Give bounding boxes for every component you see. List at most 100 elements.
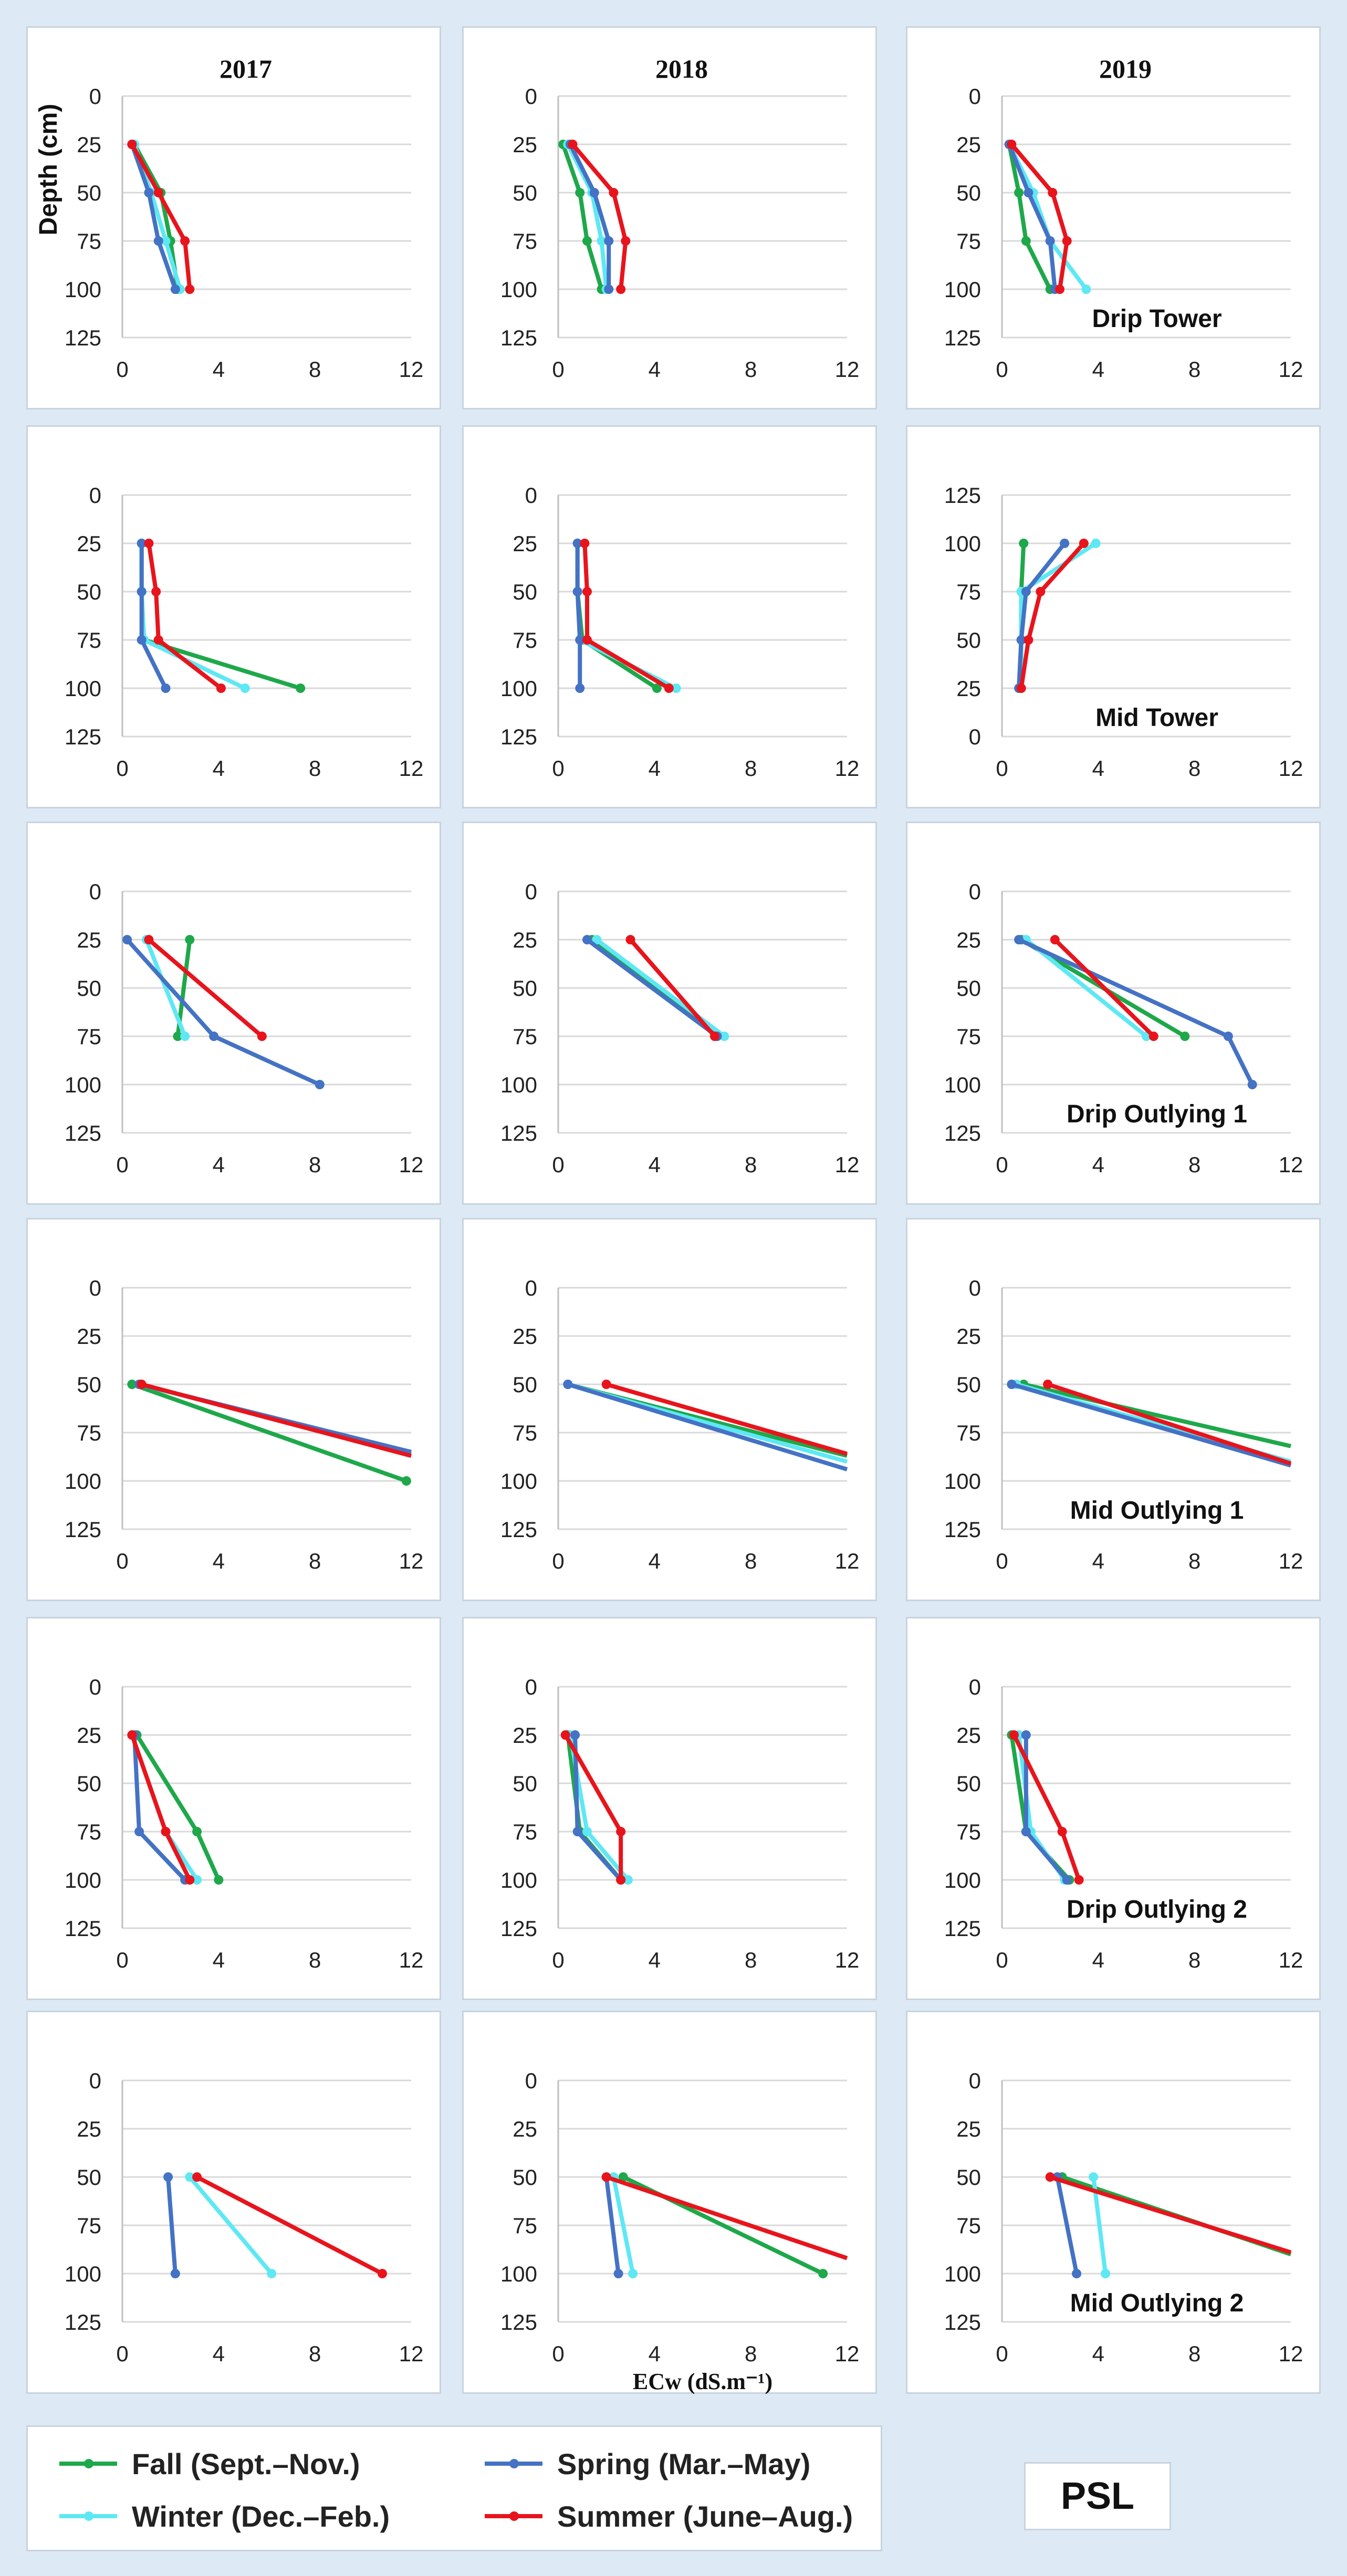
x-tick-label: 4 bbox=[1092, 1948, 1104, 1972]
site-label: PSL bbox=[1024, 2462, 1171, 2530]
data-point-spring bbox=[572, 1827, 582, 1836]
y-tick-label: 0 bbox=[525, 1675, 537, 1699]
y-tick-label: 100 bbox=[65, 1073, 101, 1097]
y-tick-label: 75 bbox=[513, 2213, 537, 2238]
chart-panel: 0 25 50 75 100 125 0 4 8 12 bbox=[462, 425, 877, 808]
chart-panel: 0 25 50 75 100 125 0 4 8 12 Drip Outlying 1 bbox=[906, 822, 1321, 1205]
legend-label-summer: Summer (June–Aug.) bbox=[557, 2499, 853, 2533]
chart-svg: 0 25 50 75 100 125 0 4 8 12 Mid Outlying 2 bbox=[944, 2068, 1303, 2366]
y-tick-label: 75 bbox=[956, 1820, 981, 1844]
chart-svg: 0 25 50 75 100 125 0 4 8 12 Drip Outlying 1 bbox=[944, 879, 1303, 1177]
series-line-summer bbox=[605, 2175, 848, 2260]
data-point-summer bbox=[1036, 587, 1046, 596]
y-axis-label: Depth (cm) bbox=[35, 104, 62, 236]
y-tick-label: 0 bbox=[89, 1276, 101, 1300]
data-point-spring bbox=[604, 236, 614, 246]
y-tick-label: 75 bbox=[956, 1024, 981, 1049]
data-point-summer bbox=[580, 539, 590, 548]
y-tick-label: 125 bbox=[65, 1916, 101, 1941]
data-point-spring bbox=[122, 935, 132, 944]
x-tick-label: 0 bbox=[116, 2341, 128, 2366]
data-point-spring bbox=[1072, 2269, 1082, 2278]
y-tick-label: 50 bbox=[77, 1771, 101, 1796]
y-tick-label: 25 bbox=[956, 1324, 981, 1349]
x-tick-label: 12 bbox=[835, 1948, 860, 1972]
data-point-summer bbox=[1148, 1032, 1158, 1041]
y-tick-label: 25 bbox=[77, 531, 101, 556]
y-tick-label: 25 bbox=[77, 928, 101, 952]
chart-svg: 0 25 50 75 100 125 0 4 8 12 bbox=[500, 1276, 860, 1573]
series-line-summer bbox=[130, 143, 192, 290]
data-point-spring bbox=[1007, 1380, 1017, 1389]
x-tick-label: 8 bbox=[745, 756, 757, 781]
y-tick-label: 75 bbox=[956, 1421, 981, 1445]
y-tick-label: 75 bbox=[77, 1024, 101, 1049]
y-tick-label: 125 bbox=[65, 325, 101, 350]
data-point-winter bbox=[161, 236, 171, 246]
series-line-fall bbox=[1023, 1382, 1291, 1448]
x-tick-label: 8 bbox=[1188, 2341, 1200, 2366]
legend-item-summer: Summer (June–Aug.) bbox=[485, 2499, 853, 2533]
series-line-spring bbox=[1007, 143, 1057, 290]
y-tick-label: 75 bbox=[77, 229, 101, 254]
y-tick-label: 75 bbox=[513, 628, 537, 653]
y-tick-label: 50 bbox=[956, 2165, 981, 2190]
x-tick-label: 4 bbox=[649, 1948, 661, 1972]
series-line-summer bbox=[1019, 542, 1085, 689]
series-line-summer bbox=[1049, 2175, 1292, 2255]
x-tick-label: 12 bbox=[835, 357, 860, 382]
x-tick-label: 12 bbox=[1279, 756, 1303, 781]
y-tick-label: 125 bbox=[500, 724, 537, 749]
series-line-winter bbox=[611, 2177, 635, 2274]
series-line-spring bbox=[1024, 1735, 1069, 1881]
y-tick-label: 125 bbox=[500, 1121, 537, 1145]
legend-label-spring: Spring (Mar.–May) bbox=[557, 2447, 811, 2480]
data-point-summer bbox=[625, 935, 635, 944]
data-point-fall bbox=[214, 1875, 224, 1885]
chart-svg: 0 25 50 75 100 125 0 4 8 12 bbox=[65, 2068, 423, 2366]
series-line-winter bbox=[132, 143, 182, 290]
data-point-spring bbox=[1060, 539, 1070, 548]
legend-swatch-spring bbox=[485, 2459, 542, 2468]
data-point-fall bbox=[652, 684, 662, 693]
series-line-fall bbox=[561, 143, 604, 290]
y-tick-label: 25 bbox=[513, 531, 537, 556]
data-point-summer bbox=[582, 587, 592, 596]
data-point-winter bbox=[267, 2269, 277, 2278]
x-tick-label: 4 bbox=[1092, 1152, 1104, 1177]
data-point-winter bbox=[671, 684, 681, 693]
data-point-fall bbox=[127, 1380, 137, 1389]
chart-svg: 0 25 50 75 100 125 0 4 8 12 bbox=[65, 1675, 423, 1972]
y-tick-label: 100 bbox=[65, 2262, 101, 2286]
data-point-winter bbox=[582, 1827, 592, 1836]
legend-item-spring: Spring (Mar.–May) bbox=[485, 2447, 811, 2480]
data-point-summer bbox=[1024, 635, 1033, 645]
y-tick-label: 75 bbox=[513, 1421, 537, 1445]
data-point-summer bbox=[144, 935, 154, 944]
x-tick-label: 0 bbox=[996, 1152, 1008, 1177]
y-tick-label: 75 bbox=[513, 1024, 537, 1049]
x-tick-label: 4 bbox=[649, 2341, 661, 2366]
data-point-fall bbox=[582, 236, 592, 246]
x-tick-label: 12 bbox=[835, 1549, 860, 1573]
x-tick-label: 8 bbox=[1188, 357, 1200, 382]
data-point-summer bbox=[560, 1730, 570, 1740]
x-tick-label: 0 bbox=[552, 756, 564, 781]
x-tick-label: 8 bbox=[1188, 1152, 1200, 1177]
chart-svg: 0 25 50 75 100 125 0 4 8 12 bbox=[500, 879, 859, 1177]
series-line-spring bbox=[1011, 1382, 1292, 1468]
y-tick-label: 50 bbox=[77, 1372, 101, 1397]
series-line-spring bbox=[604, 2177, 621, 2274]
chart-panel: 0 25 50 75 100 125 0 4 8 12 bbox=[26, 425, 441, 808]
data-point-spring bbox=[604, 285, 614, 294]
y-tick-label: 0 bbox=[525, 483, 537, 508]
x-tick-label: 0 bbox=[552, 1152, 564, 1177]
data-point-summer bbox=[153, 188, 163, 197]
chart-title: 2019 bbox=[1099, 54, 1152, 83]
y-tick-label: 100 bbox=[65, 1868, 101, 1892]
y-tick-label: 0 bbox=[89, 879, 101, 904]
y-tick-label: 100 bbox=[944, 531, 981, 556]
chart-panel: 0 25 50 75 100 125 0 4 8 12 bbox=[26, 1218, 441, 1601]
x-tick-label: 12 bbox=[399, 357, 424, 382]
x-tick-label: 8 bbox=[745, 1549, 757, 1573]
